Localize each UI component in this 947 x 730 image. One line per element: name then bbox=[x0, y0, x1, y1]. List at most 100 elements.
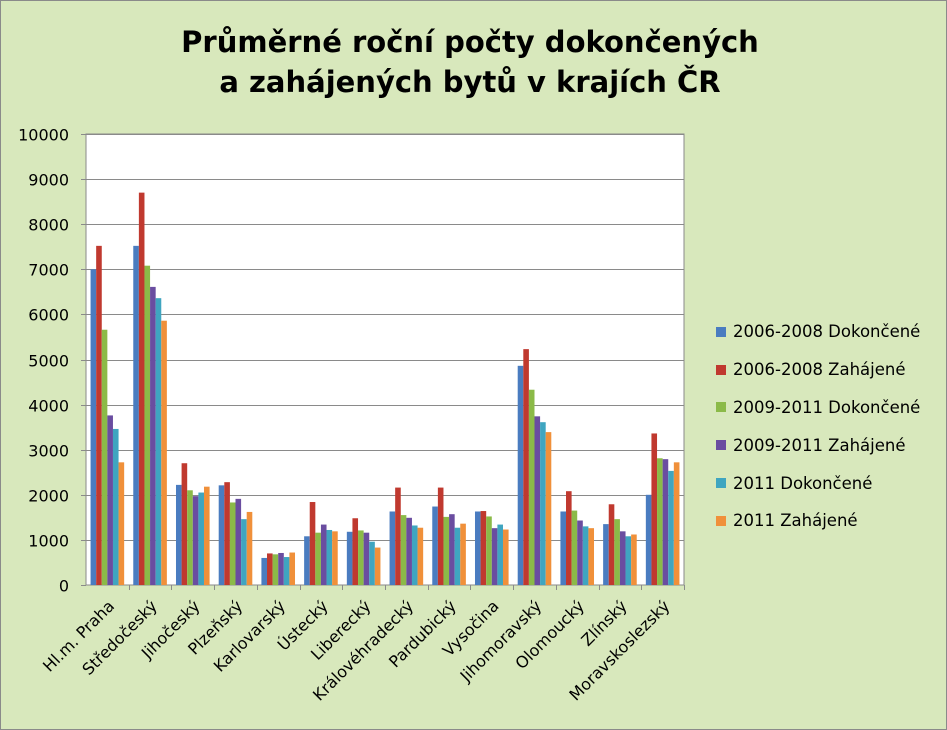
bar bbox=[107, 415, 113, 585]
bar bbox=[577, 520, 583, 585]
bar bbox=[192, 496, 199, 585]
chart-title: Průměrné roční počty dokončených a zaháj… bbox=[150, 22, 790, 102]
y-tick-label: 8000 bbox=[28, 216, 69, 235]
bar bbox=[668, 470, 674, 585]
bar bbox=[304, 536, 310, 585]
bar bbox=[358, 530, 364, 585]
bar bbox=[369, 541, 375, 585]
bar bbox=[374, 547, 381, 585]
bar bbox=[474, 511, 481, 585]
y-tick-label: 4000 bbox=[28, 397, 69, 416]
chart-title-line-1: Průměrné roční počty dokončených bbox=[181, 25, 759, 59]
bar bbox=[346, 531, 353, 585]
bar bbox=[283, 557, 290, 585]
bar bbox=[363, 532, 370, 585]
bar bbox=[175, 484, 182, 585]
bar bbox=[224, 482, 230, 585]
legend-item: 2006-2008 Dokončené bbox=[716, 313, 941, 351]
bar bbox=[571, 510, 578, 585]
bar bbox=[608, 504, 615, 585]
bar bbox=[272, 554, 279, 585]
bar bbox=[150, 286, 156, 585]
bar bbox=[332, 531, 338, 585]
legend-swatch bbox=[716, 364, 726, 375]
bar bbox=[566, 491, 572, 585]
bar bbox=[651, 433, 658, 585]
bar bbox=[112, 428, 119, 585]
bar bbox=[218, 485, 225, 585]
bar bbox=[352, 518, 359, 585]
bar bbox=[101, 329, 108, 585]
bar bbox=[540, 422, 546, 585]
legend-label: 2011 Zahájené bbox=[733, 511, 858, 531]
bar bbox=[517, 365, 524, 585]
y-tick-label: 0 bbox=[59, 577, 69, 596]
bar bbox=[96, 245, 102, 585]
bar bbox=[460, 523, 466, 585]
bar bbox=[625, 536, 632, 585]
bar bbox=[486, 516, 492, 585]
bar bbox=[417, 527, 424, 585]
bar bbox=[614, 519, 620, 585]
bar bbox=[631, 534, 637, 585]
legend-item: 2009-2011 Dokončené bbox=[716, 389, 941, 427]
bar bbox=[673, 462, 680, 585]
bar bbox=[662, 459, 669, 585]
bar bbox=[155, 298, 162, 585]
legend-label: 2009-2011 Zahájené bbox=[733, 435, 906, 455]
bar bbox=[144, 265, 151, 585]
bar bbox=[480, 511, 487, 585]
legend-item: 2009-2011 Zahájené bbox=[716, 426, 941, 464]
legend-item: 2011 Zahájené bbox=[716, 502, 941, 540]
plot-area bbox=[85, 133, 685, 586]
bar bbox=[502, 529, 509, 585]
legend-swatch bbox=[716, 326, 726, 337]
bar bbox=[261, 557, 268, 585]
bar bbox=[315, 532, 321, 585]
bar bbox=[432, 506, 438, 585]
bar bbox=[235, 498, 242, 585]
legend: 2006-2008 Dokončené 2006-2008 Zahájené 200… bbox=[716, 313, 941, 540]
bar bbox=[454, 527, 461, 585]
bar bbox=[289, 552, 296, 585]
bar bbox=[603, 524, 609, 585]
bar bbox=[400, 515, 407, 585]
bar bbox=[118, 462, 125, 585]
chart-title-line-2: a zahájených bytů v krajích ČR bbox=[219, 65, 721, 99]
bar bbox=[443, 516, 450, 585]
bar bbox=[523, 349, 529, 585]
legend-label: 2006-2008 Zahájené bbox=[733, 360, 906, 380]
bar bbox=[138, 192, 145, 585]
y-tick-label: 2000 bbox=[28, 487, 69, 506]
bar bbox=[278, 552, 284, 585]
bar bbox=[619, 531, 626, 585]
legend-swatch bbox=[716, 402, 726, 413]
bar bbox=[545, 432, 552, 585]
bar bbox=[90, 269, 97, 585]
bar bbox=[582, 526, 589, 585]
y-tick-label: 6000 bbox=[28, 306, 69, 325]
bar bbox=[181, 463, 188, 585]
bar bbox=[241, 519, 247, 585]
bar bbox=[449, 514, 455, 585]
legend-label: 2011 Dokončené bbox=[733, 473, 873, 493]
y-tick-label: 7000 bbox=[28, 261, 69, 280]
bar bbox=[133, 245, 139, 585]
bar bbox=[437, 487, 444, 585]
legend-item: 2011 Dokončené bbox=[716, 464, 941, 502]
bar bbox=[395, 487, 401, 585]
bar bbox=[491, 528, 498, 585]
bar bbox=[528, 389, 535, 585]
bar bbox=[657, 458, 663, 585]
bar bbox=[560, 511, 567, 585]
legend-label: 2006-2008 Dokončené bbox=[733, 322, 921, 342]
bar bbox=[645, 494, 652, 585]
bar bbox=[389, 511, 396, 585]
bar bbox=[406, 517, 412, 585]
y-tick-label: 9000 bbox=[28, 171, 69, 190]
legend-swatch bbox=[716, 478, 726, 489]
legend-swatch bbox=[716, 515, 726, 526]
bar bbox=[309, 502, 316, 585]
legend-swatch bbox=[716, 440, 726, 451]
